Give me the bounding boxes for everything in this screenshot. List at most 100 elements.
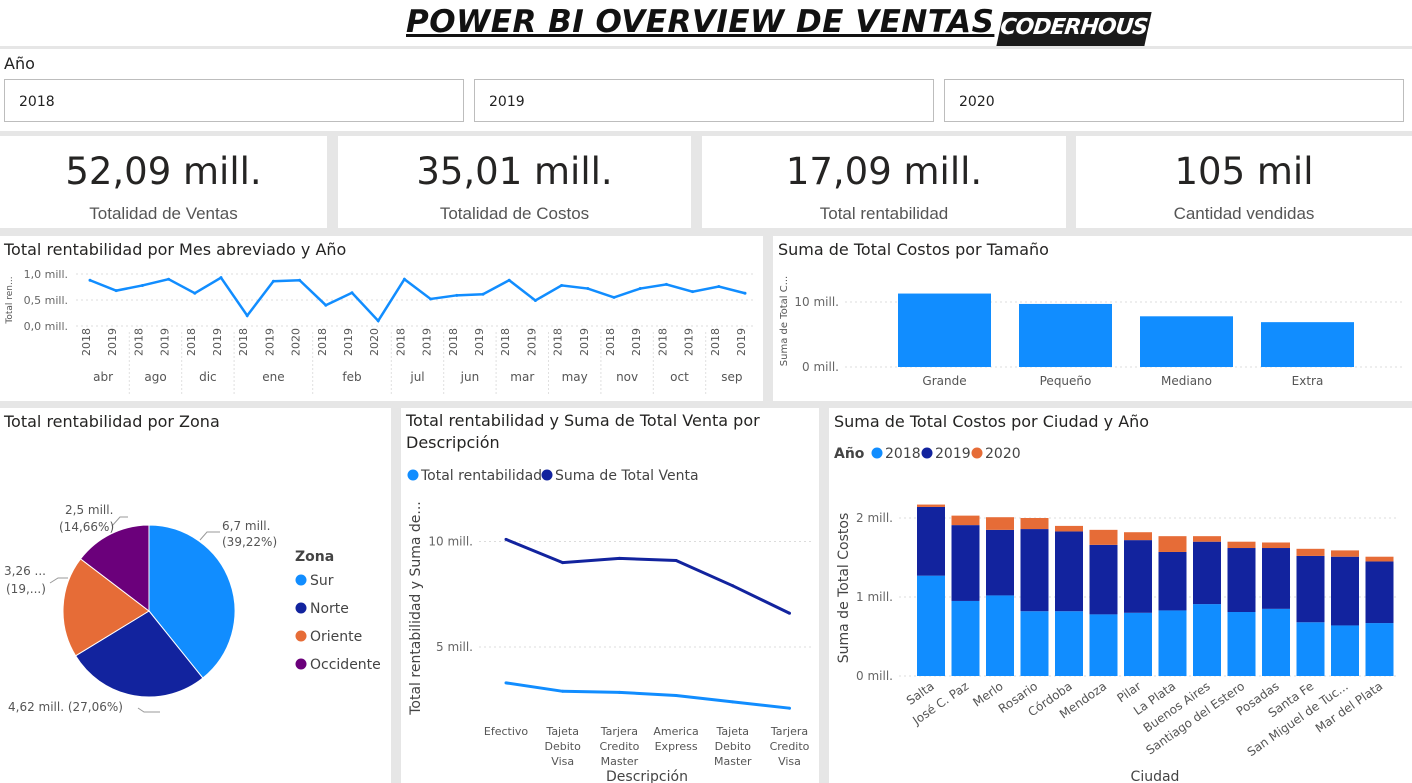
bar-segment [1055,531,1083,612]
data-point [429,297,433,301]
data-point [617,556,621,560]
data-point [298,278,302,282]
x-year-label: 2018 [237,328,250,356]
data-point [455,293,459,297]
x-tick-label: Debito [715,740,752,753]
data-point [504,537,508,541]
x-year-label: 2019 [630,328,643,356]
legend-label: Suma de Total Venta [555,468,699,484]
visual-costos-tamano[interactable]: Suma de Total Costos por Tamaño Suma de … [773,236,1412,401]
data-point [731,584,735,588]
x-year-label: 2019 [735,328,748,356]
slice-label: 2,5 mill. [65,503,113,517]
slice-label: 3,26 ... [4,564,46,578]
bar-segment [1365,623,1394,676]
x-tick-label: Tarjera [770,725,808,738]
bar-segment [1020,611,1049,676]
data-point [691,290,695,294]
x-year-label: 2019 [473,328,486,356]
slicer-option-2020[interactable]: 2020 [944,79,1404,122]
x-year-label: 2018 [552,328,565,356]
x-month-label: feb [342,370,361,384]
y-tick-label: 0 mill. [856,669,893,683]
kpi-value: 35,01 mill. [416,150,613,193]
visual-costos-ciudad[interactable]: Suma de Total Costos por Ciudad y Año Añ… [829,408,1412,783]
data-point [674,558,678,562]
kpi-card-ventas: 52,09 mill. Totalidad de Ventas [0,136,327,228]
kpi-card-costos: 35,01 mill. Totalidad de Costos [338,136,691,228]
x-year-label: 2019 [525,328,538,356]
x-year-label: 2018 [656,328,669,356]
bar-segment [1331,550,1359,557]
x-tick-label: Grande [922,374,966,388]
bar-segment [951,600,980,676]
leader-line [111,516,128,527]
x-tick-label: Extra [1292,374,1324,388]
data-point [743,291,747,295]
legend-marker [971,447,983,459]
data-point [617,690,621,694]
pie-slice [79,524,150,613]
line-chart-description: Total rentabilidad Suma de Total Venta Tot… [407,468,811,783]
data-point [561,561,565,565]
legend-label: Norte [310,601,349,617]
kpi-label: Cantidad vendidas [1173,204,1315,223]
data-point [586,287,590,291]
bar-segment [1296,555,1325,623]
x-tick-label: Visa [551,755,574,768]
kpi-label: Totalidad de Ventas [89,204,238,223]
bar-segment [1158,551,1187,611]
bar-segment [917,575,945,676]
y-tick-label: 0 mill. [802,360,839,374]
legend-label: Sur [310,573,334,589]
legend-label: Occidente [310,657,381,673]
legend-marker [295,602,307,614]
data-point [376,319,380,323]
x-year-label: 2018 [499,328,512,356]
legend-marker [541,469,553,481]
bar-segment [1262,548,1290,609]
x-tick-label: Credito [770,740,810,753]
data-point [674,694,678,698]
visual-rentabilidad-descripcion[interactable]: Total rentabilidad y Suma de Total Venta… [401,408,819,783]
line-series [505,538,791,615]
x-tick-label: Tarjera [600,725,638,738]
stacked-bar-chart-city: Año 2018 2019 2020 Suma de Total Costos 2 mil… [834,446,1399,783]
slicer-option-2018[interactable]: 2018 [4,79,464,122]
legend-label: Oriente [310,629,362,645]
x-month-label: ago [144,370,166,384]
kpi-value: 105 mil [1174,150,1314,193]
legend-marker [295,574,307,586]
x-tick-label: Tajeta [545,725,579,738]
bar-segment [1227,612,1256,676]
data-point [271,279,275,283]
x-month-label: oct [670,370,689,384]
slice-label: 4,62 mill. (27,06%) [8,700,123,714]
bar-segment [1158,610,1187,676]
visual-title: Suma de Total Costos por Ciudad y Año [834,412,1150,431]
bar-segment [1262,542,1290,549]
bar-segment [1227,541,1256,549]
slicer-option-2019[interactable]: 2019 [474,79,934,122]
pie-slice [148,524,236,679]
kpi-card-rentabilidad: 17,09 mill. Total rentabilidad [702,136,1066,228]
slice-pct: (14,66%) [59,520,114,534]
bar-segment [986,529,1014,596]
x-year-label: 2018 [185,328,198,356]
data-point [114,289,118,293]
kpi-value: 17,09 mill. [785,150,983,193]
x-axis-label: Ciudad [1131,769,1180,783]
x-year-label: 2019 [211,328,224,356]
x-year-label: 2018 [709,328,722,356]
visual-rentabilidad-mes[interactable]: Total rentabilidad por Mes abreviado y A… [0,236,763,401]
data-point [219,276,223,280]
x-year-label: 2019 [342,328,355,356]
bar-segment [1124,612,1152,676]
x-year-label: 2018 [604,328,617,356]
data-point [533,299,537,303]
x-month-label: jun [460,370,480,384]
bar [898,293,991,367]
pie-slice [62,558,150,657]
visual-rentabilidad-zona[interactable]: Total rentabilidad por Zona 6,7 mill. (39… [0,408,391,783]
bar-segment [917,504,945,507]
